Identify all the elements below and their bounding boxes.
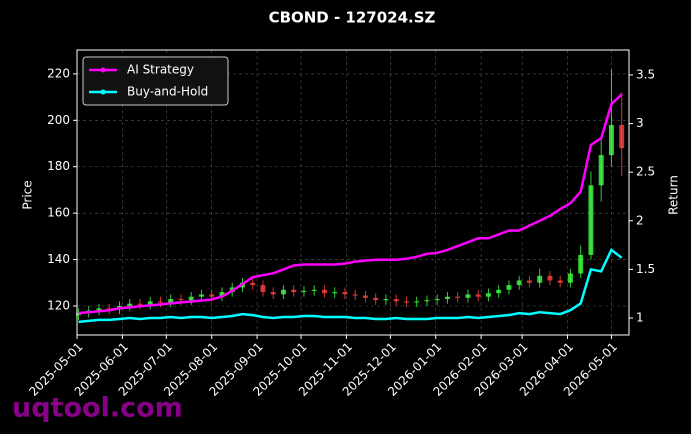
candle-body: [516, 280, 522, 286]
legend-marker: [100, 89, 106, 95]
candle-body: [619, 124, 625, 149]
candle-body: [260, 285, 266, 293]
y-tick-label: 140: [47, 252, 70, 266]
return-line: [78, 93, 623, 315]
chart-title: CBOND - 127024.SZ: [269, 9, 436, 27]
candle-body: [567, 273, 573, 283]
candle-body: [96, 308, 102, 311]
candle-body: [332, 292, 338, 294]
candle-body: [444, 296, 450, 300]
candle-body: [127, 303, 133, 306]
candle-body: [209, 294, 215, 297]
watermark: uqtool.com: [12, 393, 183, 424]
candle-body: [352, 294, 358, 296]
return-line: [78, 247, 623, 324]
y2-tick-label: 3.5: [636, 67, 655, 81]
y-axis-label: Price: [21, 180, 35, 209]
plot-frame: [76, 49, 630, 336]
y2-tick-label: 2.5: [636, 165, 655, 179]
candle-body: [578, 254, 584, 274]
candle-body: [301, 290, 307, 293]
candle-body: [598, 155, 604, 186]
candle-body: [321, 289, 327, 294]
candle-body: [475, 294, 481, 297]
y2-axis-label: Return: [667, 175, 681, 215]
candle-body: [588, 185, 594, 255]
candle-body: [393, 299, 399, 302]
candle-body: [506, 285, 512, 290]
y2-tick-label: 2: [636, 213, 644, 227]
candle-body: [250, 282, 256, 286]
candle-body: [547, 275, 553, 281]
candle-body: [75, 312, 81, 316]
y2-tick-label: 1.5: [636, 262, 655, 276]
legend-box: [82, 56, 229, 106]
candle-body: [342, 292, 348, 295]
y2-tick-label: 1: [636, 310, 644, 324]
candle-body: [557, 280, 563, 283]
candle-body: [291, 289, 297, 293]
candle-body: [188, 296, 194, 301]
legend-marker: [100, 67, 106, 73]
candle-body: [526, 280, 532, 283]
candle-body: [465, 294, 471, 298]
candle-body: [383, 299, 389, 301]
y-tick-label: 180: [47, 159, 70, 173]
y2-tick-label: 3: [636, 116, 644, 130]
candle-body: [403, 301, 409, 303]
candle-body: [270, 292, 276, 295]
candle-body: [485, 293, 491, 297]
legend-label: Buy-and-Hold: [127, 85, 208, 99]
y-tick-label: 160: [47, 206, 70, 220]
candle-body: [198, 294, 204, 297]
candle-body: [434, 299, 440, 301]
y-tick-label: 200: [47, 113, 70, 127]
candle-body: [137, 303, 143, 305]
candle-body: [496, 289, 502, 294]
candle-body: [168, 299, 174, 303]
candle-body: [537, 275, 543, 283]
candle-body: [178, 299, 184, 301]
candle-body: [414, 301, 420, 303]
candle-body: [455, 296, 461, 298]
candle-body: [362, 295, 368, 298]
candle-body: [311, 289, 317, 291]
legend-label: AI Strategy: [127, 63, 194, 77]
candle-body: [424, 300, 430, 302]
candle-body: [280, 289, 286, 295]
candle-body: [608, 124, 614, 156]
candle-body: [373, 297, 379, 301]
candle-body: [147, 301, 153, 305]
candle-body: [219, 292, 225, 297]
y-tick-label: 120: [47, 298, 70, 312]
candle-body: [157, 301, 163, 303]
candle-body: [106, 308, 112, 310]
legend: AI Strategy Buy-and-Hold: [82, 56, 229, 106]
y-tick-label: 220: [47, 66, 70, 80]
